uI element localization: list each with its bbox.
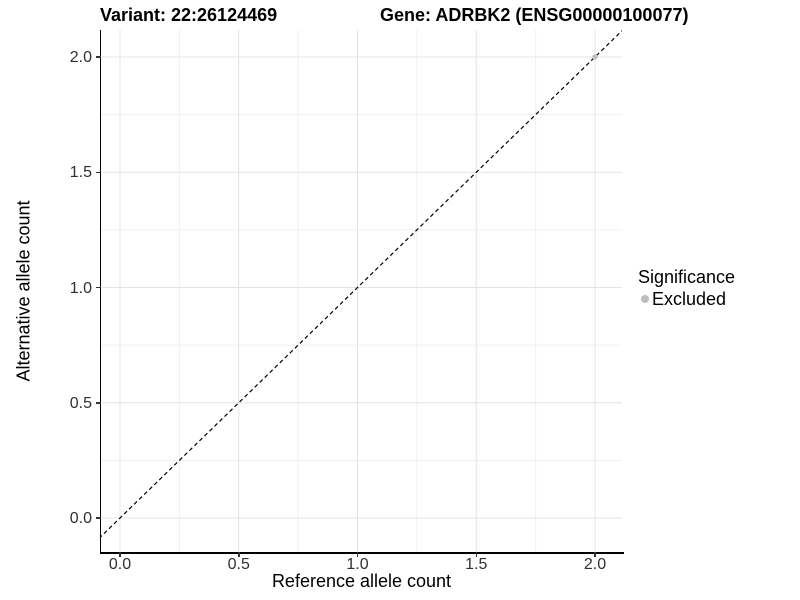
x-tick-label: 1.5 xyxy=(465,556,488,573)
y-tick-mark xyxy=(95,286,101,289)
identity-line xyxy=(101,30,622,538)
x-tick-label: 2.0 xyxy=(583,556,607,573)
legend-items: Excluded xyxy=(638,289,735,309)
x-tick-mark xyxy=(238,552,240,557)
x-axis-title: Reference allele count xyxy=(271,571,452,591)
y-tick-label: 1.0 xyxy=(69,279,92,297)
legend: Significance Excluded xyxy=(638,266,735,309)
x-tick-label: 0.0 xyxy=(108,556,132,573)
x-tick-mark xyxy=(475,552,477,557)
legend-point-icon xyxy=(641,295,649,303)
legend-title: Significance xyxy=(638,267,736,287)
legend-item-label: Excluded xyxy=(652,289,727,309)
y-tick-label: 1.5 xyxy=(69,164,92,182)
x-tick-mark xyxy=(356,552,359,557)
legend-item: Excluded xyxy=(638,289,735,309)
data-point xyxy=(592,54,598,60)
plot-canvas xyxy=(101,30,622,552)
x-tick-label: 0.5 xyxy=(227,556,250,573)
variant-title: Variant: 22:26124469 xyxy=(100,5,278,25)
plot-panel xyxy=(101,30,622,552)
y-tick-mark xyxy=(95,56,101,58)
x-tick-label: 1.0 xyxy=(346,556,369,573)
y-tick-mark xyxy=(95,171,101,173)
y-axis-line xyxy=(99,30,101,554)
y-axis-title: Alternative allele count xyxy=(13,200,34,382)
x-tick-mark xyxy=(119,552,121,557)
y-tick-label: 0.0 xyxy=(69,510,92,527)
gene-title: Gene: ADRBK2 (ENSG00000100077) xyxy=(380,5,689,25)
x-axis-line xyxy=(99,552,624,554)
y-tick-mark xyxy=(95,402,101,404)
y-tick-label: 2.0 xyxy=(69,49,92,66)
x-tick-mark xyxy=(594,552,596,557)
y-tick-label: 0.5 xyxy=(69,394,92,412)
y-tick-mark xyxy=(95,517,101,519)
